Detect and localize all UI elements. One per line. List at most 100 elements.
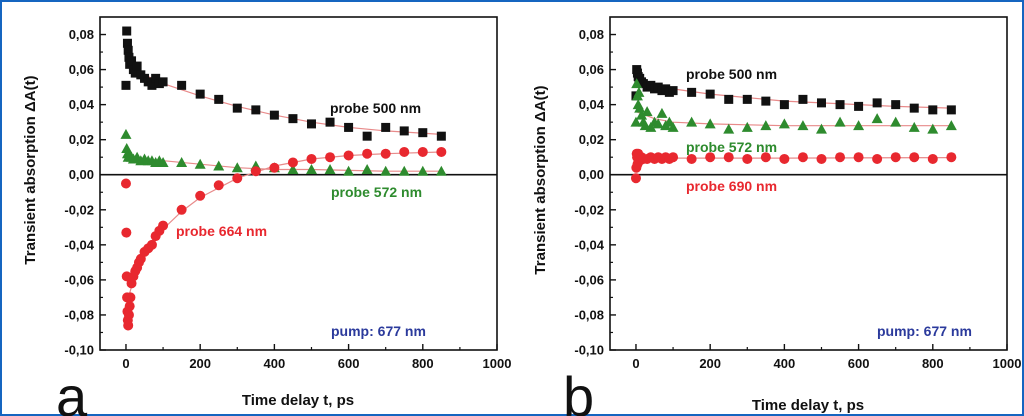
panel-a-point-s500 <box>177 80 187 90</box>
panel-b-point-s572 <box>686 116 698 127</box>
panel-a-ytick-label: -0,06 <box>64 272 94 287</box>
panel-b-point-s572 <box>633 86 645 97</box>
panel-a-point-s664 <box>269 162 280 173</box>
panel-a-point-s500 <box>147 80 157 90</box>
panel-a-point-s664 <box>436 146 447 157</box>
panel-b-xtick-label: 1000 <box>993 356 1022 371</box>
panel-a-point-s664 <box>399 146 410 157</box>
panel-a-xtick-label: 0 <box>122 356 129 371</box>
panel-a-point-s500 <box>121 80 131 90</box>
panel-a-point-s500 <box>381 122 391 132</box>
panel-a-fit-curve-s500 <box>125 62 442 135</box>
panel-b-point-s572 <box>631 78 643 89</box>
panel-a-ytick-label: 0,04 <box>69 97 95 112</box>
panel-a-axes-box <box>99 16 498 351</box>
panel-b-point-s690 <box>853 152 864 163</box>
panel-a-point-s664 <box>124 301 135 312</box>
panel-a-point-s500 <box>306 119 316 129</box>
panel-b-point-s690 <box>909 152 920 163</box>
panel-a-point-s664 <box>325 152 336 163</box>
panel-b-point-s572 <box>927 123 939 134</box>
panel-a-ytick-label: 0,02 <box>69 132 94 147</box>
panel-b-point-s500 <box>835 100 845 110</box>
panel-b-point-s572 <box>656 107 668 118</box>
panel-b-label-probe-572: probe 572 nm <box>686 139 777 155</box>
panel-a-series-s500 <box>121 26 446 141</box>
panel-b-ytick-label: -0,10 <box>574 343 604 358</box>
panel-b-ylabel: Transient absorption ΔA(t) <box>532 85 549 274</box>
panel-b-ytick-label: -0,08 <box>574 307 604 322</box>
panel-a-ytick-label: -0,08 <box>64 307 94 322</box>
panel-b-xtick-label: 200 <box>699 356 721 371</box>
panel-a-label-probe-572: probe 572 nm <box>331 184 422 200</box>
panel-b-fit-curve-s500 <box>635 83 952 109</box>
panel-b-point-s690 <box>927 153 938 164</box>
panel-b-label-probe-500: probe 500 nm <box>686 66 777 82</box>
panel-a-point-s500 <box>127 56 137 66</box>
panel-a-ytick-label: 0,06 <box>69 62 94 77</box>
panel-a-xtick-label: 1000 <box>483 356 512 371</box>
panel-b-xlabel: Time delay t, ps <box>752 397 864 414</box>
panel-a-point-s664 <box>362 148 373 159</box>
panel-b-point-s572 <box>797 120 809 131</box>
panel-b-point-s500 <box>668 86 678 96</box>
panel-b-point-s500 <box>816 98 826 108</box>
panel-a-point-s500 <box>123 45 133 55</box>
panel-b-xtick-label: 600 <box>848 356 870 371</box>
panel-b-point-s690 <box>946 152 957 163</box>
panel-a-point-s572 <box>343 165 355 176</box>
panel-b-ytick-label: 0,08 <box>579 27 604 42</box>
panel-b-point-s690 <box>890 152 901 163</box>
panel-a-point-s500 <box>132 61 142 71</box>
panel-a-point-s664 <box>176 204 187 215</box>
panel-a-point-s500 <box>251 105 261 115</box>
panel-a-ytick-label: 0,00 <box>69 167 94 182</box>
panel-b-ytick-label: -0,06 <box>574 272 604 287</box>
panel-a-point-s500 <box>130 68 140 78</box>
panel-b-point-s572 <box>630 116 642 127</box>
panel-b-point-s500 <box>872 98 882 108</box>
panel-a-point-s664 <box>380 148 391 159</box>
panel-b-ytick-label: 0,00 <box>579 167 604 182</box>
panel-b-point-s690 <box>686 153 697 164</box>
panel-a-point-s572 <box>361 163 373 174</box>
panel-a-point-s664 <box>250 166 261 177</box>
panel-b-point-s500 <box>687 87 697 97</box>
panel-b-point-s572 <box>636 109 648 120</box>
panel-b-point-s500 <box>928 105 938 115</box>
panel-b-series-s500 <box>631 65 956 115</box>
panel-a-point-s500 <box>122 26 132 36</box>
panel-b-point-s572 <box>945 120 957 131</box>
panel-a-xtick-label: 600 <box>338 356 360 371</box>
panel-b-fit-curve-s690 <box>635 157 952 165</box>
panel-a-point-s664 <box>343 150 354 161</box>
panel-b-point-s572 <box>890 116 902 127</box>
panel-b-fit-curve-s572 <box>635 111 952 127</box>
panel-b-point-s500 <box>909 103 919 113</box>
panel-a-point-s500 <box>195 89 205 99</box>
panel-a-point-s572 <box>305 163 317 174</box>
panel-b-point-s690 <box>760 152 771 163</box>
panel-a-point-s500 <box>436 131 446 141</box>
panel-a-point-s572 <box>324 163 336 174</box>
panel-a-point-s500 <box>362 131 372 141</box>
panel-a-ytick-label: -0,04 <box>64 237 94 252</box>
panel-b-ytick-label: 0,04 <box>579 97 605 112</box>
panel-a-point-s664 <box>158 220 169 231</box>
panel-a-xtick-label: 400 <box>264 356 286 371</box>
panel-b-point-s500 <box>798 94 808 104</box>
panel-a-point-s664 <box>213 180 224 191</box>
panel-a-ytick-label: -0,02 <box>64 202 94 217</box>
panel-a-xtick-label: 200 <box>189 356 211 371</box>
panel-a-point-s572 <box>287 163 299 174</box>
panel-b-point-s500 <box>779 100 789 110</box>
panel-b-xtick-label: 0 <box>632 356 639 371</box>
panel-b-point-s690 <box>816 153 827 164</box>
panel-b-point-s500 <box>891 100 901 110</box>
panel-b-point-s572 <box>634 102 646 113</box>
panel-b-point-s690 <box>797 152 808 163</box>
panel-a-point-s500 <box>269 110 279 120</box>
panel-a-xtick-label: 800 <box>412 356 434 371</box>
panel-b-point-s572 <box>741 121 753 132</box>
